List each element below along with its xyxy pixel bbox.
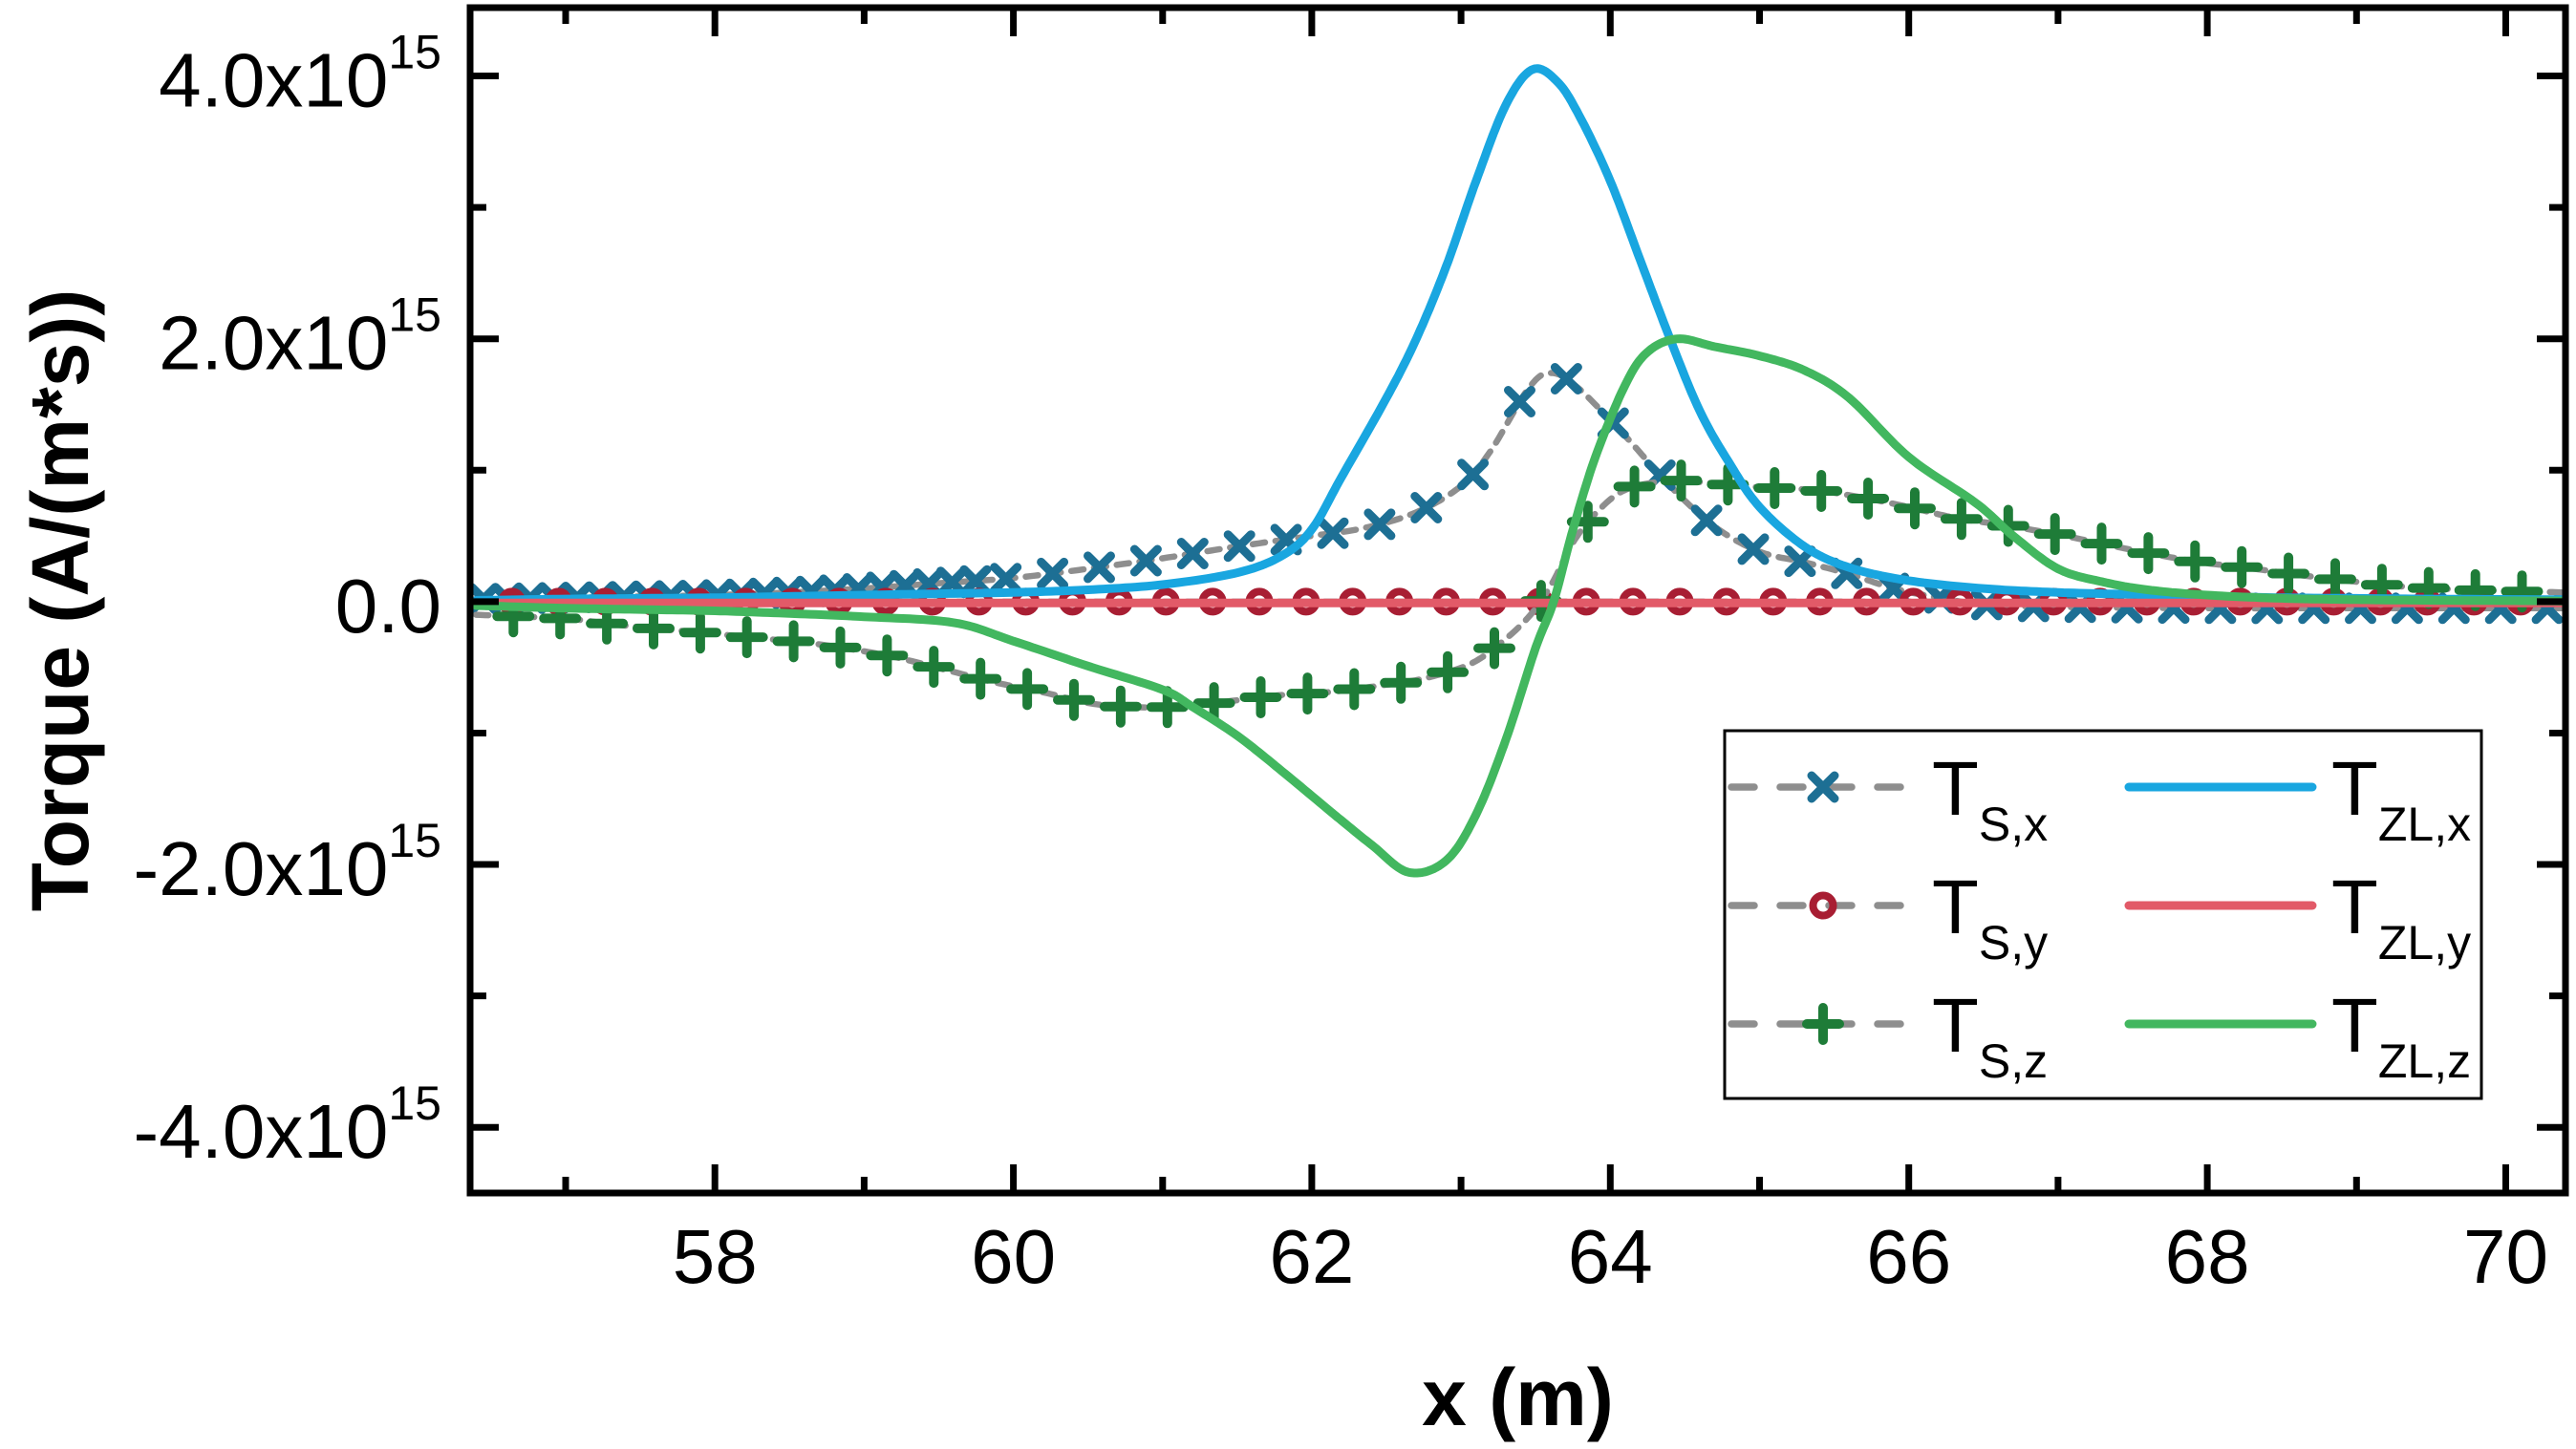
legend-label-T_ZL,x: TZL,x bbox=[2331, 746, 2471, 851]
legend-label-T_ZL,z: TZL,z bbox=[2331, 983, 2471, 1088]
x-tick-label-58: 58 bbox=[673, 1214, 758, 1299]
y-tick-label-2.0x10e15: 2.0x1015 bbox=[159, 288, 441, 386]
y-tick-label-4.0x10e15: 4.0x1015 bbox=[159, 26, 441, 123]
x-tick-label-62: 62 bbox=[1269, 1214, 1354, 1299]
legend-item-T_ZL,z: TZL,z bbox=[2124, 983, 2471, 1088]
legend: TS,x TZL,x TS,y TZL,y TS,z TZL,z bbox=[1723, 729, 2483, 1100]
x-tick-label-64: 64 bbox=[1568, 1214, 1653, 1299]
axes-frame bbox=[466, 4, 2569, 1197]
x-tick-label-66: 66 bbox=[1866, 1214, 1951, 1299]
y-tick-label-0.0: 0.0 bbox=[335, 564, 441, 649]
x-tick-label-68: 68 bbox=[2165, 1214, 2250, 1299]
y-tick-label--4.0x10e15: -4.0x1015 bbox=[134, 1076, 441, 1174]
legend-label-T_S,z: TS,z bbox=[1932, 983, 2048, 1088]
legend-item-T_ZL,x: TZL,x bbox=[2124, 746, 2471, 851]
y-axis-ticks bbox=[470, 73, 2565, 1131]
y-tick-labels: 4.0x1015 2.0x1015 0.0 -2.0x1015 -4.0x1015 bbox=[134, 26, 441, 1175]
legend-label-T_S,x: TS,x bbox=[1932, 746, 2048, 851]
legend-label-T_ZL,y: TZL,y bbox=[2331, 864, 2471, 970]
data-series-layer bbox=[470, 64, 2565, 878]
x-tick-labels: 58 60 62 64 66 68 70 bbox=[673, 1214, 2548, 1299]
legend-label-T_S,y: TS,y bbox=[1932, 864, 2048, 970]
x-axis-title: x (m) bbox=[1422, 1353, 1614, 1442]
legend-item-T_S,z: TS,z bbox=[1728, 983, 2048, 1088]
x-axis-ticks bbox=[562, 8, 2509, 1193]
series-T_ZL,z bbox=[471, 334, 2565, 878]
y-tick-label--2.0x10e15: -2.0x1015 bbox=[134, 814, 441, 911]
x-tick-label-70: 70 bbox=[2463, 1214, 2548, 1299]
legend-item-T_S,x: TS,x bbox=[1728, 746, 2048, 851]
y-axis-title: Torque (A/(m*s)) bbox=[15, 289, 105, 912]
legend-box bbox=[1723, 729, 2483, 1100]
legend-item-T_S,y: TS,y bbox=[1728, 864, 2048, 970]
x-tick-label-60: 60 bbox=[971, 1214, 1056, 1299]
series-T_ZL,x bbox=[471, 64, 2565, 605]
legend-item-T_ZL,y: TZL,y bbox=[2124, 864, 2471, 970]
